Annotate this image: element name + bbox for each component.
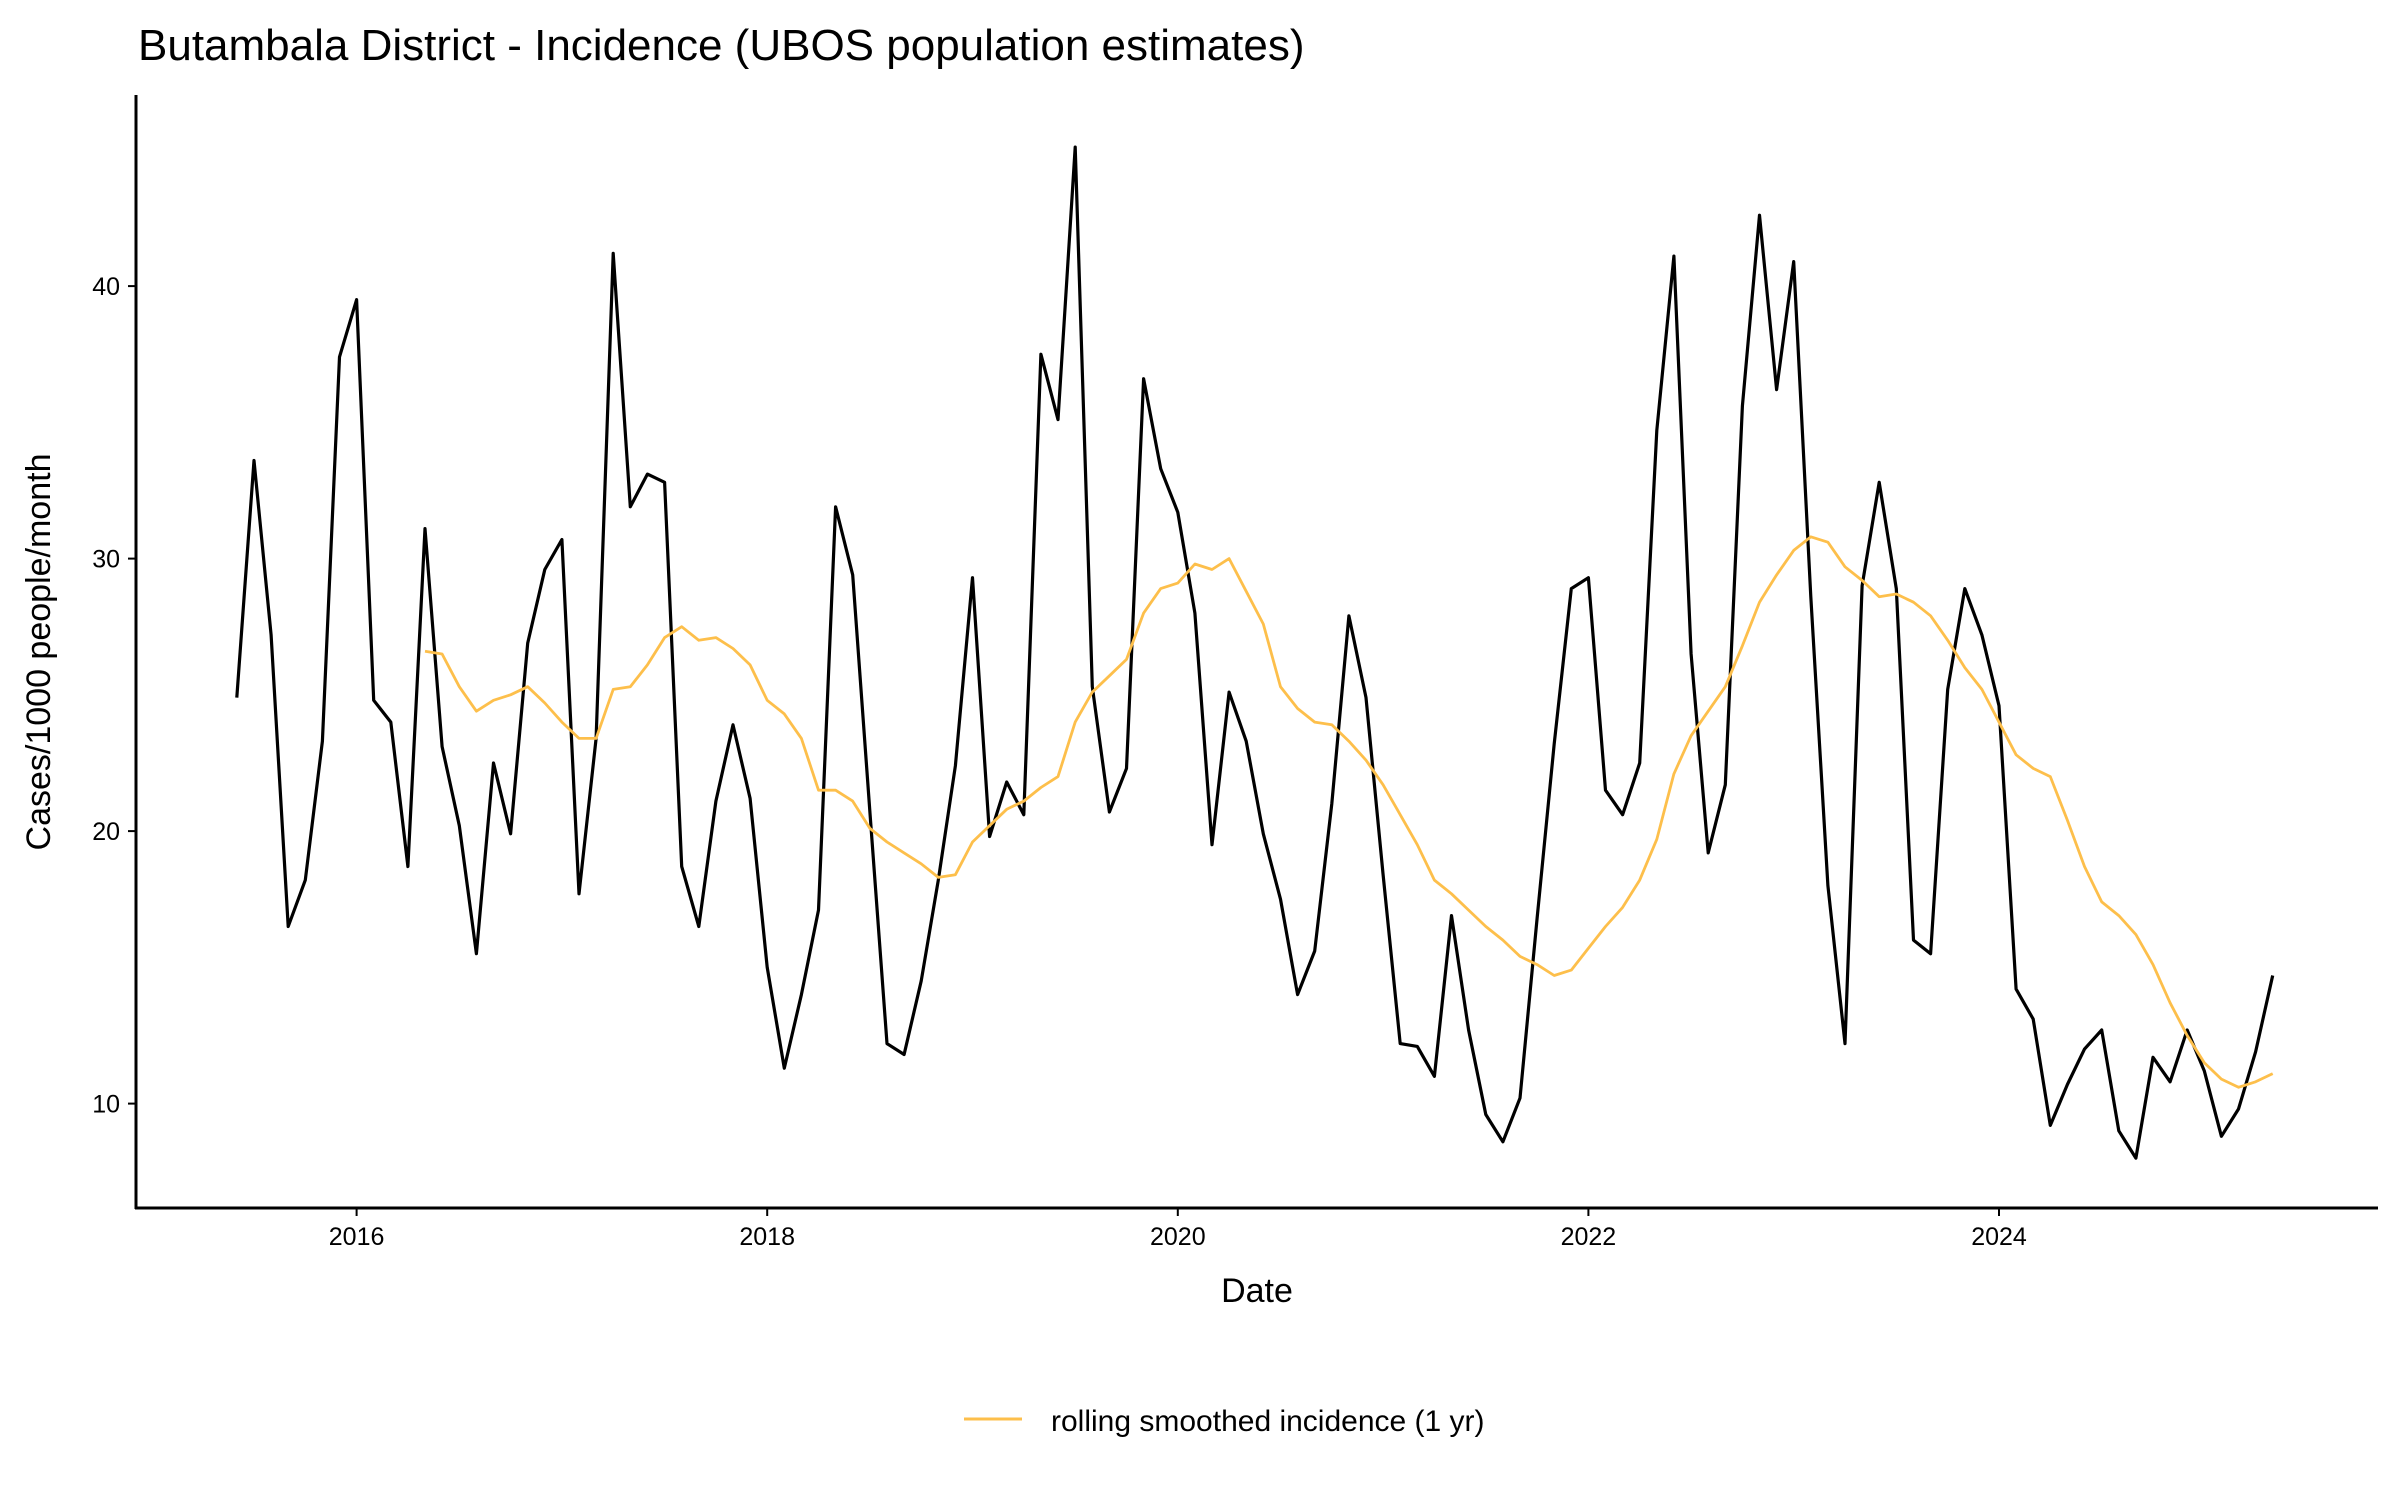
x-tick-label: 2018	[739, 1223, 795, 1251]
series-layer	[235, 145, 2275, 1160]
y-tick-label: 10	[92, 1091, 120, 1119]
series-rolling-smoothed	[424, 535, 2274, 1089]
x-tick-label: 2016	[329, 1223, 385, 1251]
y-axis-title: Cases/1000 people/month	[20, 454, 58, 851]
legend: rolling smoothed incidence (1 yr)	[964, 1405, 1485, 1438]
x-tick-label: 2022	[1561, 1223, 1617, 1251]
x-tick-label: 2020	[1150, 1223, 1206, 1251]
y-tick-label: 30	[92, 546, 120, 574]
series-line	[235, 145, 2275, 1160]
x-axis-title: Date	[1221, 1272, 1293, 1310]
chart-title: Butambala District - Incidence (UBOS pop…	[138, 21, 1305, 70]
y-axis-ticks: 10 20 30 40	[92, 273, 136, 1119]
x-tick-label: 2024	[1971, 1223, 2027, 1251]
series-incidence	[235, 145, 2275, 1160]
series-line	[424, 535, 2274, 1089]
x-axis-ticks: 2016 2018 2020 2022 2024	[329, 1208, 2027, 1251]
legend-label: rolling smoothed incidence (1 yr)	[1051, 1405, 1485, 1438]
y-tick-label: 20	[92, 818, 120, 846]
y-tick-label: 40	[92, 273, 120, 301]
